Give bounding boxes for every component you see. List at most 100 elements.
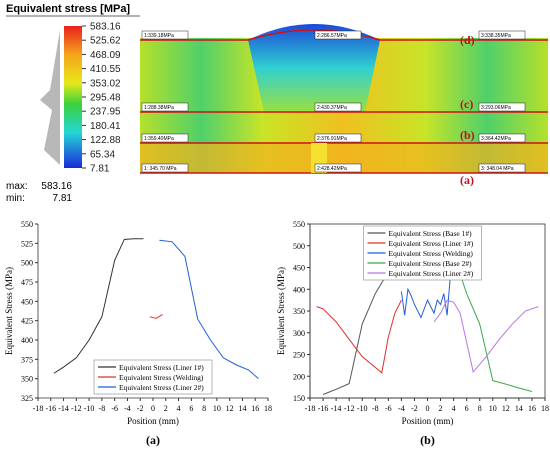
probe-label: 2:430.37MPa bbox=[317, 105, 347, 111]
x-tick-label: -18 bbox=[305, 404, 316, 413]
min-value: 7.81 bbox=[53, 193, 73, 204]
x-tick-label: 16 bbox=[251, 404, 259, 413]
y-tick-label: 150 bbox=[293, 394, 305, 403]
x-tick-label: -14 bbox=[331, 404, 342, 413]
legend-label: Equivalent Stress (Base 1#) bbox=[389, 229, 473, 238]
colorbar-tick-label: 525.62 bbox=[90, 36, 121, 47]
series-line bbox=[159, 239, 259, 380]
x-tick-label: 12 bbox=[226, 404, 234, 413]
colorbar-tick-label: 583.16 bbox=[90, 22, 121, 33]
y-tick-label: 375 bbox=[21, 355, 33, 364]
series-line bbox=[453, 254, 533, 392]
probe-label: 3:293.06MPa bbox=[481, 105, 511, 111]
x-tick-label: 8 bbox=[478, 404, 482, 413]
probe-box bbox=[314, 133, 362, 143]
colorbar-tick-label: 180.41 bbox=[90, 121, 121, 132]
colorbar-tick-label: 410.55 bbox=[90, 64, 121, 75]
x-tick-label: -2 bbox=[411, 404, 418, 413]
y-tick-label: 450 bbox=[21, 297, 33, 306]
x-tick-label: 4 bbox=[452, 404, 456, 413]
x-tick-label: -2 bbox=[137, 404, 144, 413]
contour-plot bbox=[140, 24, 548, 174]
probe-label: 1:339.18MPa bbox=[144, 33, 174, 39]
probe-box bbox=[478, 163, 526, 173]
series-line bbox=[400, 276, 451, 319]
probe-box bbox=[141, 30, 189, 40]
x-tick-label: -16 bbox=[45, 404, 56, 413]
probe-label: 1:359.40MPa bbox=[144, 136, 174, 142]
probe-label: 1:288.38MPa bbox=[144, 105, 174, 111]
colorbar-title: Equivalent stress [MPa] bbox=[6, 3, 130, 15]
series-line bbox=[53, 238, 144, 374]
y-tick-label: 250 bbox=[293, 351, 305, 360]
section-label: (b) bbox=[460, 128, 475, 142]
chart-caption: (b) bbox=[420, 433, 435, 447]
y-axis-label: Equivalent Stress (MPa) bbox=[4, 267, 14, 355]
chart: -18 -16 -14 -12 -10 -8 -6 -4 -2 0 2 4 6 8 10 12 14 16 18 15… bbox=[276, 220, 549, 447]
legend-label: Equivalent Stress (Base 2#) bbox=[389, 259, 473, 268]
y-tick-label: 525 bbox=[21, 239, 33, 248]
probe-box bbox=[478, 102, 526, 112]
y-tick-label: 200 bbox=[293, 372, 305, 381]
x-tick-label: 18 bbox=[264, 404, 272, 413]
y-tick-label: 500 bbox=[21, 259, 33, 268]
y-tick-label: 400 bbox=[21, 336, 33, 345]
series-line bbox=[316, 299, 402, 374]
chart: -18 -16 -14 -12 -10 -8 -6 -4 -2 0 2 4 6 8 10 12 14 16 18 32… bbox=[4, 220, 272, 447]
x-tick-label: -6 bbox=[385, 404, 392, 413]
series-line bbox=[433, 299, 539, 373]
probe-box bbox=[314, 163, 362, 173]
legend-label: Equivalent Stress (Liner 2#) bbox=[389, 269, 474, 278]
probe-label: 1: 345.70 MPa bbox=[144, 166, 177, 172]
probe-box bbox=[141, 102, 189, 112]
probe-box bbox=[478, 133, 526, 143]
series-line bbox=[149, 314, 163, 319]
x-tick-label: -18 bbox=[33, 404, 44, 413]
x-tick-label: -8 bbox=[372, 404, 379, 413]
x-tick-label: -4 bbox=[124, 404, 131, 413]
probe-label: 2:428.42MPa bbox=[317, 166, 347, 172]
x-tick-label: -8 bbox=[99, 404, 106, 413]
legend-label: Equivalent Stress (Welding) bbox=[389, 249, 474, 258]
probe-box bbox=[314, 102, 362, 112]
x-tick-label: 14 bbox=[515, 404, 523, 413]
x-tick-label: 0 bbox=[426, 404, 430, 413]
probe-label: 2:376.91MPa bbox=[317, 136, 347, 142]
x-axis-label: Position (mm) bbox=[402, 416, 454, 426]
x-tick-label: -14 bbox=[58, 404, 69, 413]
probe-label: 2:286.57MPa bbox=[317, 33, 347, 39]
probe-label: 3: 348.04 MPa bbox=[481, 166, 514, 172]
max-label: max: bbox=[6, 181, 28, 192]
y-tick-label: 550 bbox=[21, 220, 33, 229]
histogram-decoration bbox=[40, 30, 60, 165]
x-tick-label: -12 bbox=[71, 404, 82, 413]
x-tick-label: -10 bbox=[84, 404, 95, 413]
x-tick-label: 10 bbox=[213, 404, 221, 413]
section-label: (d) bbox=[460, 33, 475, 47]
probe-box bbox=[478, 30, 526, 40]
x-axis-label: Position (mm) bbox=[127, 416, 179, 426]
legend-label: Equivalent Stress (Liner 1#) bbox=[119, 363, 204, 372]
probe-label: 3:338.35MPa bbox=[481, 33, 511, 39]
weld-zone bbox=[248, 24, 380, 112]
y-tick-label: 550 bbox=[293, 220, 305, 229]
min-label: min: bbox=[6, 193, 25, 204]
y-tick-label: 425 bbox=[21, 317, 33, 326]
y-tick-label: 325 bbox=[21, 394, 33, 403]
x-tick-label: 16 bbox=[528, 404, 536, 413]
x-tick-label: 14 bbox=[238, 404, 246, 413]
x-tick-label: 18 bbox=[541, 404, 549, 413]
x-tick-label: 4 bbox=[177, 404, 181, 413]
x-tick-label: -10 bbox=[357, 404, 368, 413]
y-tick-label: 400 bbox=[293, 285, 305, 294]
y-tick-label: 500 bbox=[293, 242, 305, 251]
x-tick-label: 0 bbox=[151, 404, 155, 413]
legend-label: Equivalent Stress (Liner 2#) bbox=[119, 383, 204, 392]
probe-label: 3:364.42MPa bbox=[481, 136, 511, 142]
chart-caption: (a) bbox=[146, 433, 160, 447]
y-tick-label: 450 bbox=[293, 264, 305, 273]
x-tick-label: -16 bbox=[318, 404, 329, 413]
max-value: 583.16 bbox=[41, 181, 72, 192]
colorbar-tick-label: 468.09 bbox=[90, 50, 121, 61]
